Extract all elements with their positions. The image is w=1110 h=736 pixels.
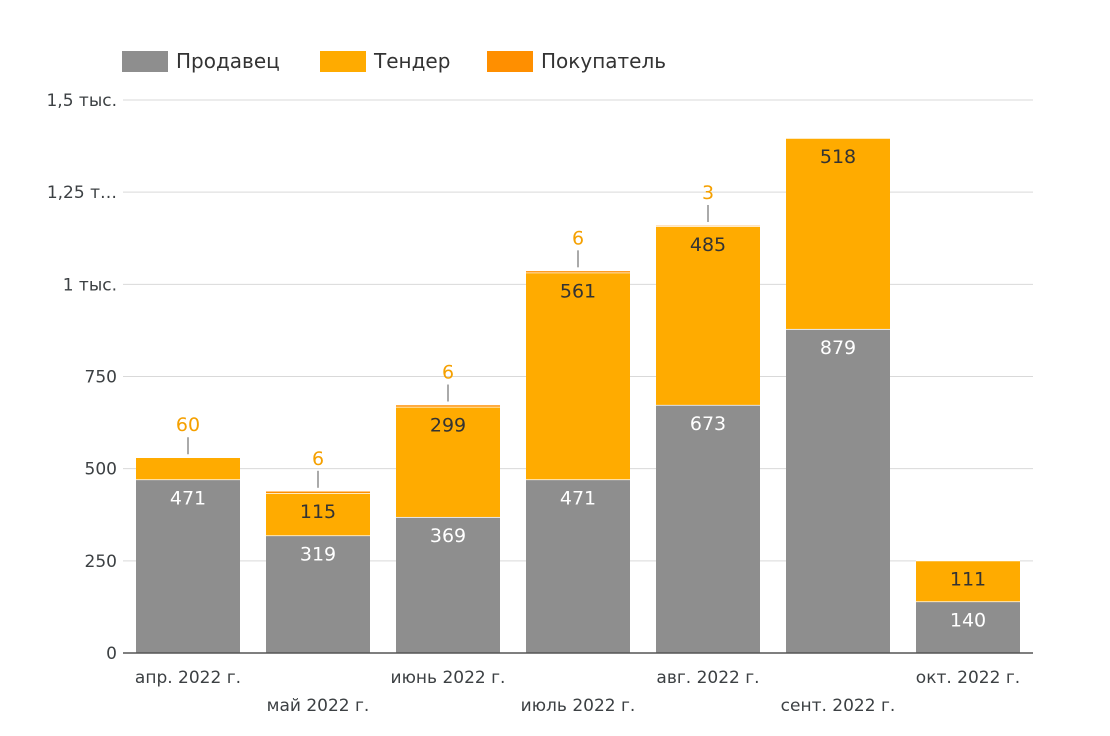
bar-seller: [916, 601, 1020, 653]
data-label: 673: [690, 413, 726, 435]
data-label: 471: [560, 487, 596, 509]
y-tick-label: 1,5 тыс.: [46, 91, 117, 111]
data-label: 485: [690, 234, 726, 256]
legend-label: Тендер: [373, 49, 450, 73]
bar-tender: [526, 272, 630, 480]
bars: [136, 137, 1020, 653]
bar-tender: [266, 492, 370, 536]
bar-tender: [916, 560, 1020, 602]
bar-seller: [526, 479, 630, 653]
data-label: 60: [176, 414, 200, 436]
y-tick-label: 1 тыс.: [63, 275, 117, 295]
data-labels: 471 60 319 115 6 369 299 6 471 561 6 673 485 3 879 518 1…: [170, 146, 986, 631]
x-tick-label: июль 2022 г.: [521, 696, 636, 716]
bar-seller: [396, 516, 500, 653]
x-tick-label: май 2022 г.: [267, 696, 370, 716]
data-label: 369: [430, 525, 466, 547]
bar-seller: [136, 479, 240, 653]
x-tick-label: авг. 2022 г.: [656, 668, 759, 688]
bar-buyer: [266, 490, 370, 493]
y-tick-label: 750: [85, 368, 117, 388]
data-label: 879: [820, 337, 856, 359]
bar-tender: [786, 137, 890, 329]
data-label: 111: [950, 568, 986, 590]
data-label: 115: [300, 501, 336, 523]
x-axis-ticks: апр. 2022 г. май 2022 г. июнь 2022 г. июль …: [135, 668, 1020, 716]
legend-swatch: [487, 51, 533, 72]
bar-buyer: [526, 270, 630, 273]
legend-label: Продавец: [176, 49, 280, 73]
data-label: 319: [300, 543, 336, 565]
bar-seller: [786, 328, 890, 653]
data-label: 6: [442, 362, 454, 384]
bar-seller: [266, 535, 370, 653]
data-label: 561: [560, 281, 596, 303]
y-axis-ticks: 0 250 500 750 1 тыс. 1,25 т… 1,5 тыс.: [46, 91, 117, 664]
bar-tender: [136, 457, 240, 480]
y-tick-label: 1,25 т…: [47, 183, 117, 203]
x-tick-label: апр. 2022 г.: [135, 668, 241, 688]
data-label: 6: [572, 227, 584, 249]
bar-tender: [656, 226, 760, 405]
legend-swatch: [122, 51, 168, 72]
data-label: 3: [702, 182, 714, 204]
data-label: 299: [430, 415, 466, 437]
bar-buyer: [396, 404, 500, 407]
x-tick-label: июнь 2022 г.: [391, 668, 506, 688]
data-label: 6: [312, 448, 324, 470]
bar-seller: [656, 404, 760, 653]
legend: Продавец Тендер Покупатель: [122, 49, 666, 73]
legend-swatch: [320, 51, 366, 72]
y-tick-label: 250: [85, 552, 117, 572]
data-label: 471: [170, 487, 206, 509]
x-tick-label: окт. 2022 г.: [916, 668, 1020, 688]
y-tick-label: 500: [85, 460, 117, 480]
data-label: 518: [820, 146, 856, 168]
x-tick-label: сент. 2022 г.: [781, 696, 896, 716]
bar-tender: [396, 406, 500, 517]
y-tick-label: 0: [106, 644, 117, 664]
data-label: 140: [950, 609, 986, 631]
legend-label: Покупатель: [541, 49, 666, 73]
